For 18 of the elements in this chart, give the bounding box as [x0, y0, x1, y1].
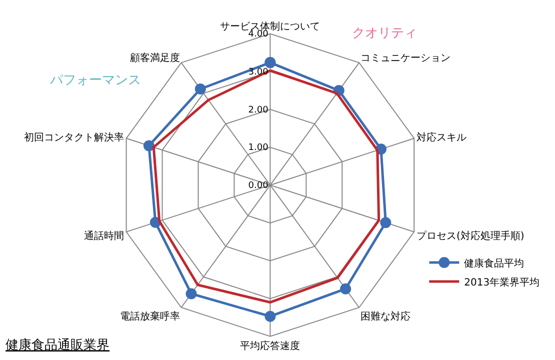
y-tick-label: 4.00 — [248, 30, 269, 40]
legend-label: 健康食品平均 — [464, 257, 524, 270]
spoke-label: 電話放棄呼率 — [120, 310, 180, 323]
text: 健康食品通販業界 — [6, 338, 110, 354]
y-tick-label: 2.00 — [248, 105, 269, 116]
text: パフォーマンス — [49, 73, 141, 88]
spoke-label: 平均応答速度 — [240, 340, 300, 352]
spoke-label: 通話時間 — [84, 230, 124, 242]
legend-label: 2013年業界平均 — [464, 276, 540, 288]
y-tick-label: 0.00 — [248, 181, 269, 192]
spoke-label: 顧客満足度 — [130, 52, 180, 64]
spoke-label: 初回コンタクト解決率 — [24, 131, 124, 144]
text: クオリティ — [352, 26, 417, 41]
spoke-label: 対応スキル — [416, 131, 466, 144]
y-tick-label: 1.00 — [248, 143, 269, 154]
spoke-label: プロセス(対応処理手順) — [416, 230, 524, 242]
spoke-label: 困難な対応 — [360, 310, 411, 323]
spoke-label: コミュニケーション — [360, 53, 451, 64]
